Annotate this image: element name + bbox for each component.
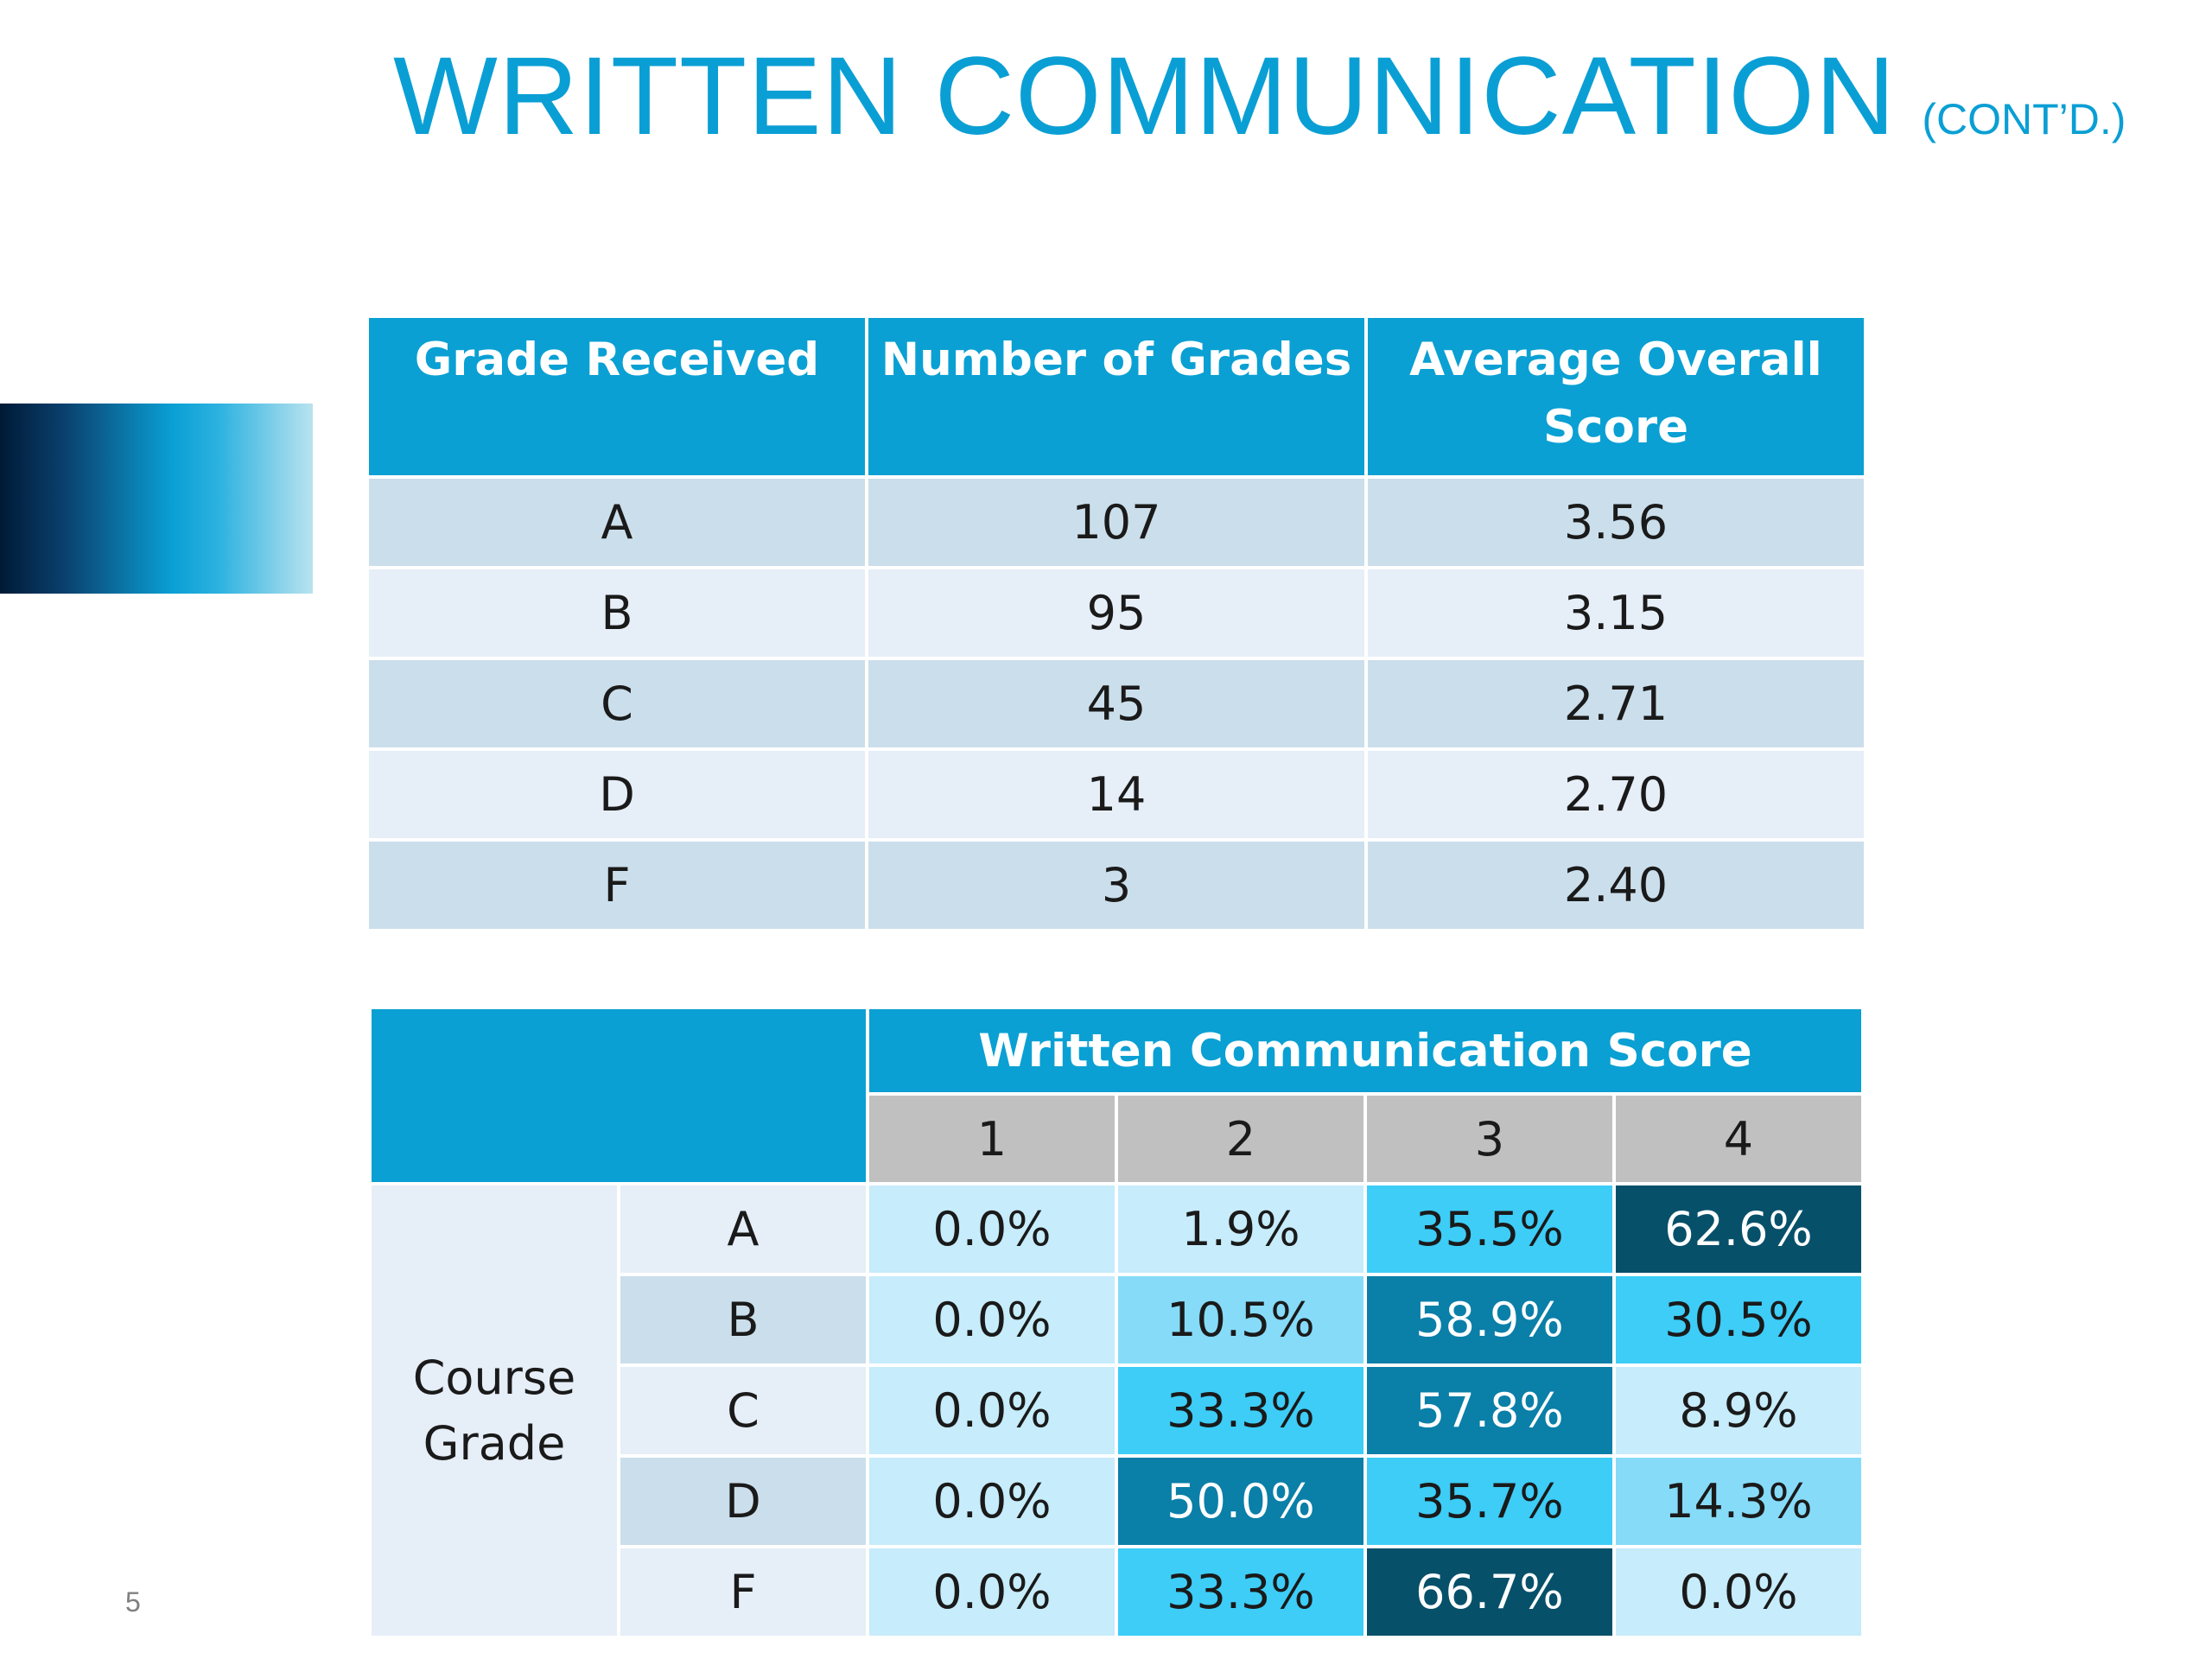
avg-cell: 3.15: [1368, 569, 1864, 657]
score-cell: 0.0%: [868, 1548, 1115, 1636]
count-cell: 14: [868, 751, 1364, 838]
table-row: B 95 3.15: [369, 569, 1864, 657]
avg-cell: 2.70: [1368, 751, 1864, 838]
slide-title-main: WRITTEN COMMUNICATION: [393, 35, 1897, 158]
table-row: D 0.0% 50.0% 35.7% 14.3%: [372, 1458, 1861, 1545]
table-row: B 0.0% 10.5% 58.9% 30.5%: [372, 1276, 1861, 1363]
score-cell: 57.8%: [1366, 1367, 1612, 1454]
avg-cell: 2.40: [1368, 842, 1864, 929]
header-average-overall-score: Average Overall Score: [1368, 318, 1864, 475]
score-cell: 33.3%: [1117, 1367, 1363, 1454]
count-cell: 95: [868, 569, 1364, 657]
table-row: D 14 2.70: [369, 751, 1864, 838]
table-row: Course Grade A 0.0% 1.9% 35.5% 62.6%: [372, 1185, 1861, 1636]
score-distribution-table: Written Communication Score 1 2 3 4 Cour…: [368, 1006, 1865, 1639]
score-column-3: 3: [1366, 1096, 1612, 1182]
score-header-row: Written Communication Score: [372, 1009, 1861, 1182]
score-cell: 66.7%: [1366, 1548, 1612, 1636]
score-cell: 0.0%: [868, 1276, 1115, 1363]
slide-title-sub: (CONT’D.): [1922, 95, 2126, 143]
score-cell: 30.5%: [1615, 1276, 1861, 1363]
table-row: C 45 2.71: [369, 660, 1864, 747]
grade-cell: B: [369, 569, 865, 657]
score-cell: 0.0%: [868, 1367, 1115, 1454]
score-cell: 35.5%: [1366, 1185, 1612, 1273]
score-cell: 33.3%: [1117, 1548, 1363, 1636]
table-row: C 0.0% 33.3% 57.8% 8.9%: [372, 1367, 1861, 1454]
score-cell: 0.0%: [868, 1185, 1115, 1273]
score-column-1: 1: [868, 1096, 1115, 1182]
avg-cell: 3.56: [1368, 479, 1864, 566]
count-cell: 107: [868, 479, 1364, 566]
table-header-row: Grade Received Number of Grades Average …: [369, 318, 1864, 475]
row-grade-letter: F: [620, 1548, 866, 1636]
grade-cell: D: [369, 751, 865, 838]
row-grade-letter: C: [620, 1367, 866, 1454]
page-number: 5: [125, 1586, 141, 1618]
score-column-2: 2: [1117, 1096, 1363, 1182]
table-row: F 3 2.40: [369, 842, 1864, 929]
score-column-4: 4: [1615, 1096, 1861, 1182]
score-cell: 10.5%: [1117, 1276, 1363, 1363]
score-cell: 35.7%: [1366, 1458, 1612, 1545]
score-cell: 58.9%: [1366, 1276, 1612, 1363]
row-grade-letter: D: [620, 1458, 866, 1545]
score-cell: 50.0%: [1117, 1458, 1363, 1545]
row-grade-letter: A: [620, 1185, 866, 1273]
grade-summary-table: Grade Received Number of Grades Average …: [365, 315, 1867, 932]
header-number-of-grades: Number of Grades: [868, 318, 1364, 475]
count-cell: 45: [868, 660, 1364, 747]
score-cell: 8.9%: [1615, 1367, 1861, 1454]
header-grade-received: Grade Received: [369, 318, 865, 475]
score-cell: 1.9%: [1117, 1185, 1363, 1273]
score-cell: 0.0%: [868, 1458, 1115, 1545]
grade-cell: A: [369, 479, 865, 566]
grade-cell: C: [369, 660, 865, 747]
score-columns-row: 1 2 3 4: [372, 1096, 1861, 1182]
accent-gradient-bar: [0, 404, 313, 594]
grade-cell: F: [369, 842, 865, 929]
written-communication-score-header: Written Communication Score: [868, 1009, 1861, 1092]
avg-cell: 2.71: [1368, 660, 1864, 747]
score-cell: 14.3%: [1615, 1458, 1861, 1545]
score-cell: 62.6%: [1615, 1185, 1861, 1273]
score-cell: 0.0%: [1615, 1548, 1861, 1636]
count-cell: 3: [868, 842, 1364, 929]
row-grade-letter: B: [620, 1276, 866, 1363]
slide-title: WRITTEN COMMUNICATION (CONT’D.): [393, 36, 2126, 157]
table-row: F 0.0% 33.3% 66.7% 0.0%: [372, 1548, 1861, 1636]
corner-header: [372, 1009, 866, 1182]
course-grade-label: Course Grade: [372, 1185, 617, 1636]
table-row: A 107 3.56: [369, 479, 1864, 566]
